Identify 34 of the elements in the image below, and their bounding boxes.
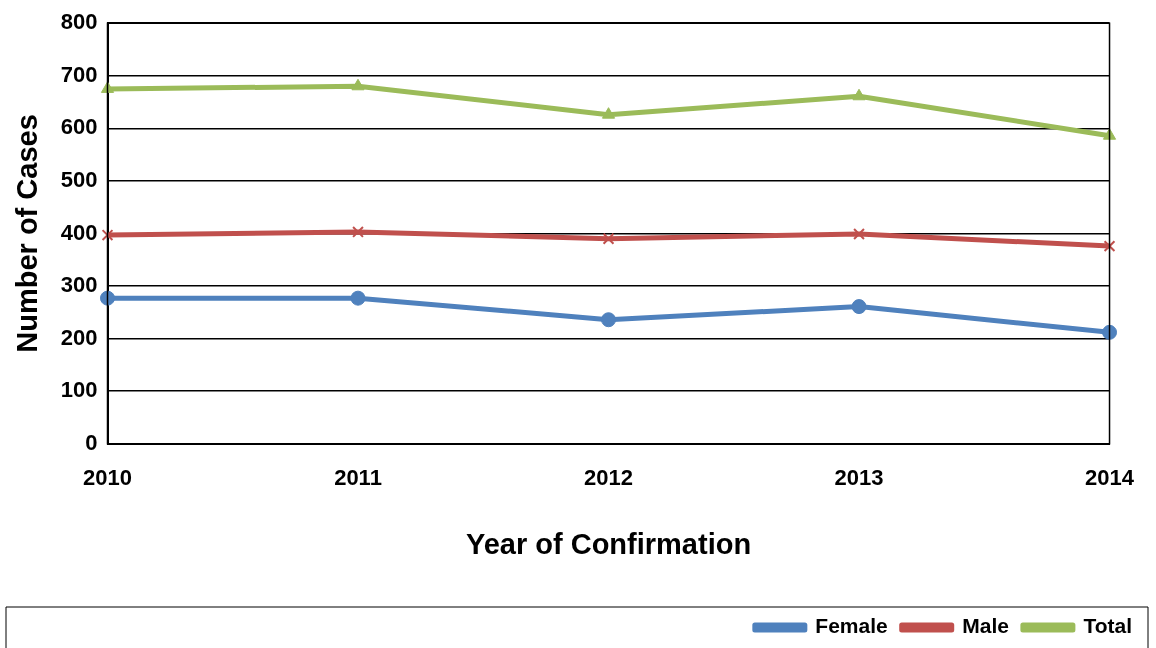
legend-label: Female	[815, 614, 888, 638]
y-tick-label: 100	[60, 377, 98, 403]
y-axis-title: Number of Cases	[11, 114, 44, 353]
point	[852, 88, 866, 101]
point	[352, 225, 364, 238]
point	[100, 81, 115, 93]
y-tick-label: 400	[60, 219, 98, 245]
x-tick-label: 2014	[1085, 465, 1135, 491]
x-tick-label: 2013	[834, 465, 884, 491]
point	[100, 290, 116, 306]
legend-label: Male	[962, 614, 1009, 638]
x-tick-label: 2011	[334, 465, 382, 491]
point	[1102, 128, 1117, 140]
point	[602, 232, 615, 245]
y-tick-label: 0	[85, 429, 98, 455]
legend-label: Total	[1083, 614, 1133, 638]
x-tick-label: 2012	[584, 465, 633, 491]
x-axis-title: Year of Confirmation	[465, 527, 752, 560]
point	[853, 228, 865, 240]
y-tick-label: 600	[60, 114, 98, 140]
point	[851, 299, 867, 315]
y-tick-label: 700	[60, 61, 98, 87]
point	[601, 312, 617, 328]
point	[1102, 324, 1118, 340]
y-tick-label: 300	[60, 272, 98, 298]
point	[601, 107, 616, 119]
y-tick-label: 500	[60, 166, 98, 192]
point	[1103, 240, 1116, 253]
point	[101, 229, 114, 242]
y-tick-label: 200	[60, 324, 98, 350]
y-tick-label: 800	[60, 9, 98, 35]
point	[351, 78, 365, 91]
point	[350, 290, 366, 306]
x-tick-label: 2010	[83, 465, 132, 491]
